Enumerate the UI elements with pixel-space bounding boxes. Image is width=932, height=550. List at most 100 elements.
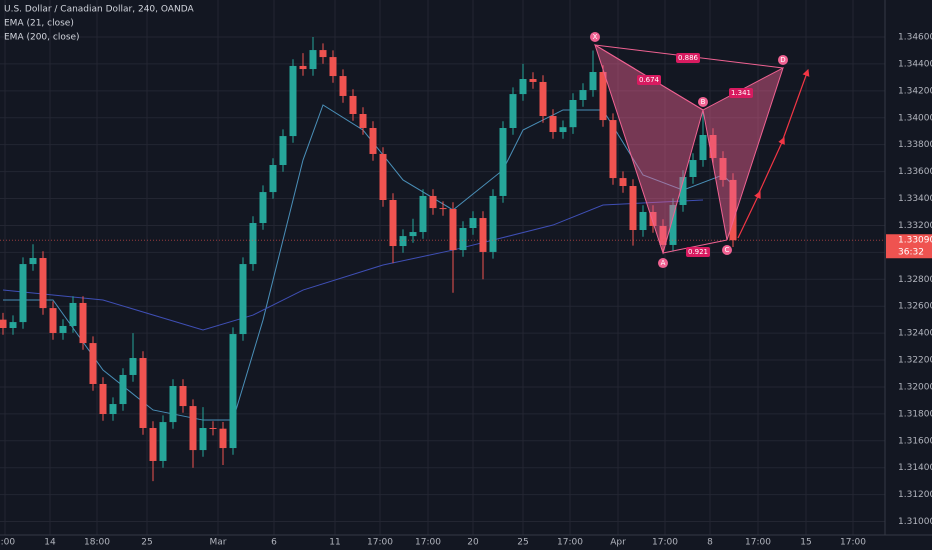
candle-body <box>299 65 307 70</box>
y-tick-label: 1.31200 <box>898 490 932 500</box>
candle-body <box>99 383 107 415</box>
pattern-point <box>658 258 668 269</box>
candle-body <box>469 218 477 228</box>
candle-body <box>9 322 17 328</box>
x-tick-label: 17:00 <box>840 538 866 548</box>
candle-body <box>559 127 567 133</box>
candle-body <box>709 134 717 159</box>
x-tick-label: 6 <box>271 538 277 548</box>
candle-body <box>179 386 187 407</box>
candle-body <box>679 176 687 205</box>
candle-body <box>239 264 247 335</box>
candle-body <box>729 179 737 241</box>
y-tick-label: 1.32800 <box>898 275 932 285</box>
projection-arrow <box>757 136 785 196</box>
x-tick-label: 17:00 <box>557 538 583 548</box>
y-tick-label: 1.31600 <box>898 436 932 446</box>
candle-body <box>409 232 417 237</box>
candle-body <box>649 211 657 226</box>
y-tick-label: 1.33800 <box>898 140 932 150</box>
candle-body <box>149 428 157 461</box>
ratio-label: 0.674 <box>639 76 660 84</box>
y-tick-label: 1.34200 <box>898 86 932 96</box>
candle-body <box>689 160 697 177</box>
candle-body <box>579 90 587 101</box>
candle-body <box>499 127 507 196</box>
candle-body <box>329 57 337 77</box>
candle-body <box>319 50 327 58</box>
candle-body <box>619 178 627 187</box>
pattern-point <box>722 244 732 255</box>
candle-body <box>159 422 167 461</box>
y-tick-label: 1.32000 <box>898 382 932 392</box>
candle-body <box>0 319 7 328</box>
pattern-point-label: D <box>780 56 785 64</box>
plot: X A B C D 0.674 0.886 1.341 0.921 <box>0 31 885 482</box>
x-tick-label: 25 <box>517 538 528 548</box>
candle-body <box>349 95 357 114</box>
y-tick-label: 1.31800 <box>898 409 932 419</box>
pattern-point-label: A <box>661 259 666 267</box>
x-tick-label: 17:00 <box>745 538 771 548</box>
x-tick-label: 18:00 <box>84 538 110 548</box>
candle-body <box>519 79 527 95</box>
candle-body <box>419 195 427 233</box>
x-tick-label: 20 <box>467 538 479 548</box>
x-tick-label: 0:00 <box>0 538 15 548</box>
ratio-box <box>729 88 753 98</box>
x-tick-label: 14 <box>44 538 56 548</box>
pattern-line <box>662 239 728 254</box>
candle-body <box>539 81 547 117</box>
ratio-label: 0.886 <box>678 54 699 62</box>
x-tick-label: 15 <box>800 538 811 548</box>
indicator-label: EMA (21, close) <box>4 19 74 29</box>
candle-body <box>699 134 707 161</box>
x-tick-label: Apr <box>610 538 626 548</box>
candle-body <box>509 94 517 128</box>
candle-body <box>569 100 577 128</box>
x-tick-label: 11 <box>329 538 340 548</box>
candle-body <box>139 358 147 428</box>
candle-body <box>189 406 197 451</box>
y-tick-label: 1.31400 <box>898 463 932 473</box>
ratio-box <box>686 247 710 257</box>
candle-body <box>119 374 127 405</box>
candle-body <box>219 428 227 449</box>
candle-body <box>599 72 607 121</box>
ratio-box <box>637 75 661 85</box>
candle-body <box>249 223 257 265</box>
y-tick-label: 1.31000 <box>898 517 932 527</box>
candle-body <box>339 76 347 96</box>
candle-body <box>39 258 47 309</box>
candle-body <box>309 50 317 70</box>
candle-body <box>489 195 497 252</box>
pattern-point-label: B <box>701 98 706 106</box>
ratio-box <box>676 53 700 63</box>
indicator-label: EMA (200, close) <box>4 33 80 43</box>
candle-body <box>289 65 297 137</box>
x-tick-label: 8 <box>707 538 713 548</box>
last-price-label: 1.33090 <box>898 236 932 246</box>
candle-body <box>279 136 287 166</box>
candle-body <box>259 192 267 224</box>
candle-body <box>429 195 437 209</box>
y-tick-label: 1.33200 <box>898 221 932 231</box>
candle-body <box>199 428 207 451</box>
candle-body <box>659 225 667 245</box>
candle-body <box>49 308 57 333</box>
pattern-point <box>590 31 600 42</box>
x-tick-label: 25 <box>141 538 152 548</box>
candle-body <box>269 165 277 193</box>
candle-body <box>449 209 457 251</box>
y-tick-label: 1.34000 <box>898 113 932 123</box>
chart-title: U.S. Dollar / Canadian Dollar, 240, OAND… <box>4 5 194 15</box>
x-tick-label: 17:00 <box>415 538 441 548</box>
candle-body <box>529 79 537 82</box>
candle-body <box>209 428 217 429</box>
candle-body <box>639 211 647 231</box>
candle-body <box>369 127 377 154</box>
ratio-label: 0.921 <box>688 248 708 256</box>
countdown-label: 36:32 <box>898 248 924 258</box>
projection-arrow <box>737 190 761 239</box>
